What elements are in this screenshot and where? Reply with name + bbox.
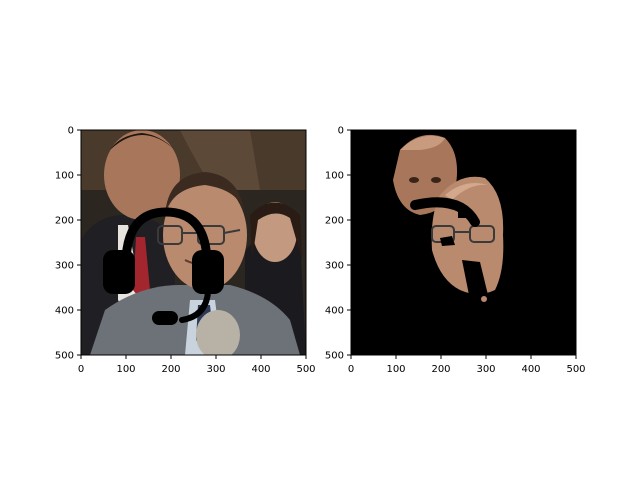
y-tick-label: 400 bbox=[55, 306, 74, 317]
x-tick-label: 0 bbox=[348, 364, 354, 375]
right-ticks: 0 100 200 300 400 500 0 100 200 300 400 500 bbox=[325, 126, 586, 376]
left-axes-frame bbox=[80, 129, 307, 356]
x-tick-label: 300 bbox=[476, 364, 495, 375]
x-tick-label: 200 bbox=[431, 364, 450, 375]
left-axes: 0 100 200 300 400 500 0 100 200 300 400 500 bbox=[55, 126, 316, 376]
x-tick-label: 300 bbox=[206, 364, 225, 375]
y-tick-label: 500 bbox=[55, 351, 74, 362]
right-axes-frame bbox=[350, 129, 577, 356]
right-image bbox=[351, 130, 576, 355]
y-tick-label: 300 bbox=[325, 261, 344, 272]
x-tick-label: 100 bbox=[116, 364, 135, 375]
headset-icon bbox=[103, 207, 224, 325]
y-tick-label: 0 bbox=[68, 126, 74, 137]
left-ticks: 0 100 200 300 400 500 0 100 200 300 400 500 bbox=[55, 126, 316, 376]
left-image bbox=[81, 130, 306, 355]
y-tick-label: 400 bbox=[325, 306, 344, 317]
y-tick-label: 100 bbox=[325, 171, 344, 182]
x-tick-label: 100 bbox=[386, 364, 405, 375]
y-tick-label: 200 bbox=[325, 216, 344, 227]
y-tick-label: 300 bbox=[55, 261, 74, 272]
x-tick-label: 400 bbox=[251, 364, 270, 375]
y-tick-label: 100 bbox=[55, 171, 74, 182]
y-tick-label: 0 bbox=[338, 126, 344, 137]
y-tick-label: 500 bbox=[325, 351, 344, 362]
right-axes: 0 100 200 300 400 500 0 100 200 300 400 500 bbox=[325, 126, 586, 376]
x-tick-label: 400 bbox=[521, 364, 540, 375]
y-tick-label: 200 bbox=[55, 216, 74, 227]
x-tick-label: 500 bbox=[296, 364, 315, 375]
x-tick-label: 500 bbox=[566, 364, 585, 375]
x-tick-label: 200 bbox=[161, 364, 180, 375]
x-tick-label: 0 bbox=[78, 364, 84, 375]
